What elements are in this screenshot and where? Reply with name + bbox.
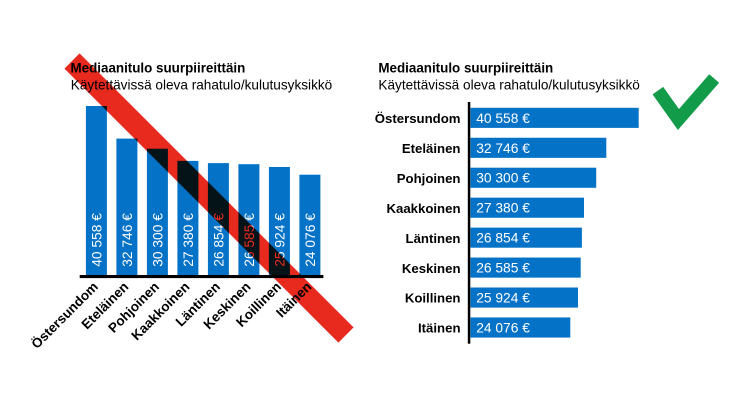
svg-text:Östersundom: Östersundom (375, 111, 461, 126)
svg-text:Kaakkoinen: Kaakkoinen (386, 201, 460, 216)
svg-text:Käytettävissä oleva rahatulo/k: Käytettävissä oleva rahatulo/kulutusyksi… (71, 78, 332, 93)
svg-text:40 558 €: 40 558 € (89, 213, 104, 267)
svg-text:27 380 €: 27 380 € (181, 213, 196, 267)
svg-text:Pohjoinen: Pohjoinen (397, 171, 461, 186)
svg-text:25 924 €: 25 924 € (476, 291, 530, 306)
svg-text:Keskinen: Keskinen (402, 261, 461, 276)
svg-text:30 300 €: 30 300 € (476, 171, 530, 186)
svg-text:Eteläinen: Eteläinen (402, 141, 461, 156)
svg-text:27 380 €: 27 380 € (476, 201, 530, 216)
svg-text:Mediaanitulo suurpiireittäin: Mediaanitulo suurpiireittäin (378, 61, 553, 76)
svg-text:32 746 €: 32 746 € (120, 213, 135, 267)
svg-text:Itäinen: Itäinen (418, 321, 461, 336)
svg-text:30 300 €: 30 300 € (150, 213, 165, 267)
svg-text:Koillinen: Koillinen (405, 291, 461, 306)
svg-text:40 558 €: 40 558 € (476, 111, 530, 126)
svg-text:24 076 €: 24 076 € (476, 320, 530, 335)
svg-text:26 854 €: 26 854 € (476, 231, 530, 246)
svg-text:32 746 €: 32 746 € (476, 141, 530, 156)
svg-text:Läntinen: Läntinen (406, 231, 461, 246)
svg-text:26 585 €: 26 585 € (476, 261, 530, 276)
svg-text:Mediaanitulo suurpiireittäin: Mediaanitulo suurpiireittäin (71, 61, 246, 76)
svg-text:Käytettävissä oleva rahatulo/k: Käytettävissä oleva rahatulo/kulutusyksi… (378, 78, 639, 93)
svg-text:24 076 €: 24 076 € (303, 213, 318, 267)
